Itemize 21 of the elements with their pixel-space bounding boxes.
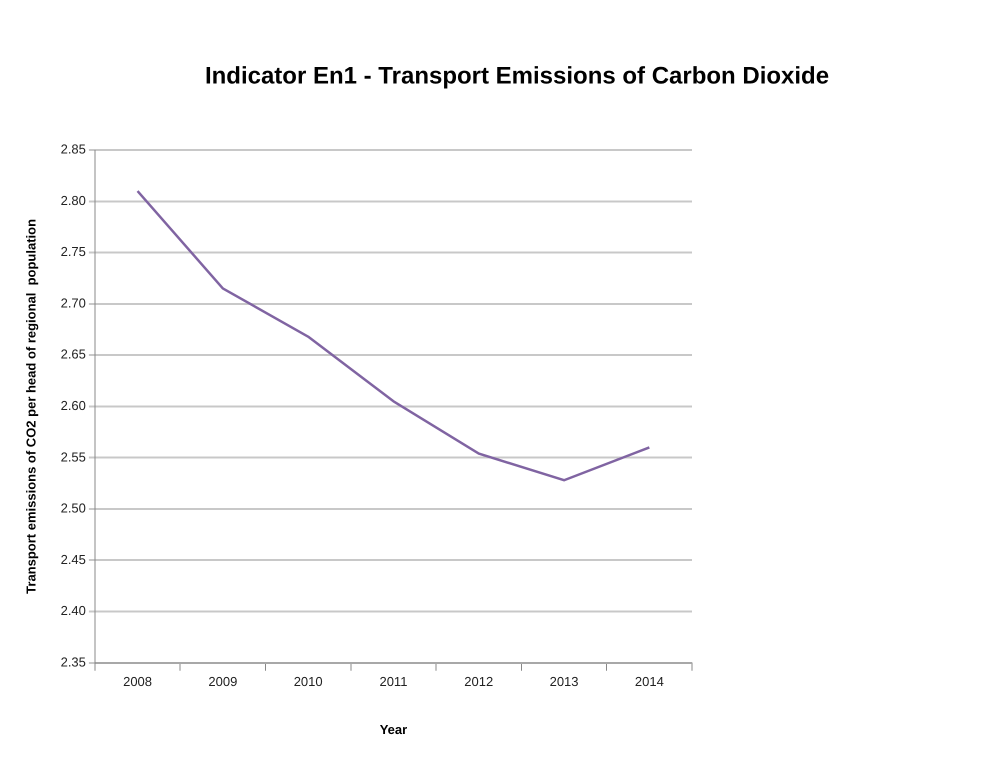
y-tick-label: 2.65	[60, 346, 86, 362]
y-tick-label: 2.80	[60, 192, 86, 208]
y-axis-title: Transport emissions of CO2 per head of regional population	[23, 218, 38, 594]
x-tick-label: 2010	[294, 674, 323, 690]
x-tick-label: 2013	[550, 674, 579, 690]
y-tick-label: 2.40	[60, 603, 86, 618]
y-tick-label: 2.55	[60, 449, 86, 464]
x-tick-label: 2011	[379, 674, 408, 690]
y-tick-label: 2.35	[60, 654, 86, 670]
y-tick-label: 2.75	[60, 244, 86, 260]
x-tick-label: 2008	[123, 674, 152, 690]
y-tick-label: 2.45	[60, 552, 86, 567]
y-tick-label: 2.50	[60, 500, 86, 516]
chart-title: Indicator En1 - Transport Emissions of Carbon Dioxide	[204, 62, 830, 90]
y-tick-label: 2.70	[60, 295, 86, 310]
x-tick-label: 2012	[464, 674, 494, 690]
y-tick-label: 2.85	[60, 142, 86, 157]
x-tick-label: 2009	[208, 674, 238, 690]
x-tick-label: 2014	[634, 674, 664, 690]
y-tick-label: 2.60	[60, 398, 86, 413]
x-axis-title: Year	[380, 722, 408, 737]
